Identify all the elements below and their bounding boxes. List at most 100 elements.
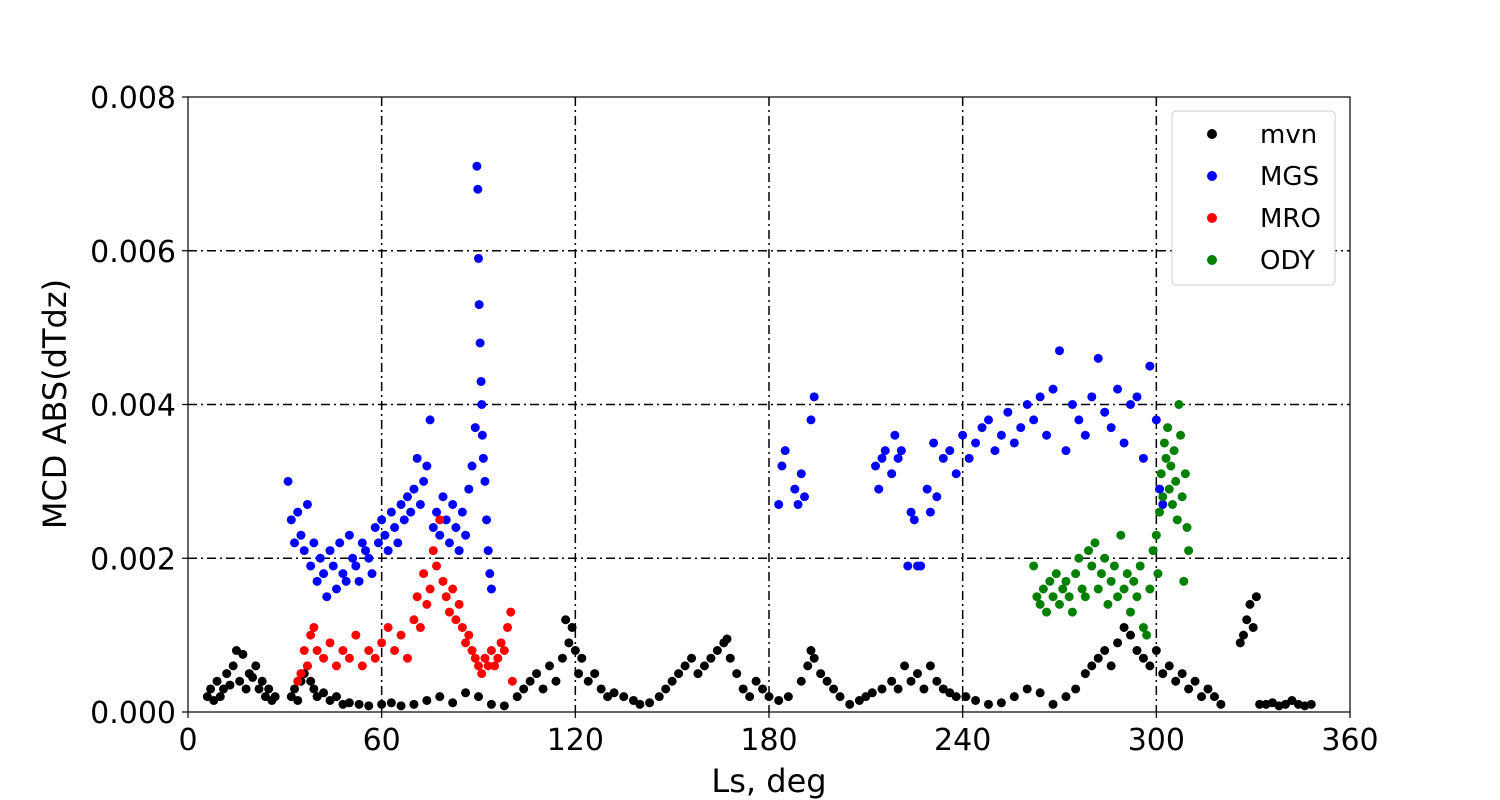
point-mgs — [1119, 438, 1129, 448]
y-tick-label: 0.004 — [90, 389, 176, 424]
point-mgs — [1022, 400, 1032, 409]
point-mro — [490, 661, 500, 671]
point-mvn — [545, 661, 555, 671]
point-mgs — [370, 523, 380, 532]
point-mgs — [331, 584, 341, 594]
point-mgs — [1158, 499, 1168, 509]
point-mvn — [574, 669, 584, 679]
point-ody — [1087, 561, 1097, 571]
legend-marker-mvn — [1207, 129, 1217, 139]
grid-lines — [188, 97, 1350, 712]
point-mgs — [380, 530, 390, 540]
point-mvn — [293, 695, 303, 705]
point-mgs — [425, 415, 435, 425]
point-mro — [351, 630, 361, 640]
point-mvn — [722, 634, 732, 644]
point-mro — [496, 638, 506, 648]
point-mgs — [964, 453, 974, 463]
point-mgs — [896, 446, 906, 456]
point-mvn — [1177, 669, 1187, 679]
point-mvn — [474, 692, 483, 702]
data-points — [202, 161, 1316, 711]
point-mvn — [1203, 684, 1213, 694]
x-tick-label: 60 — [363, 723, 401, 758]
point-ody — [1061, 576, 1071, 586]
point-mgs — [344, 530, 354, 540]
point-ody — [1074, 553, 1084, 563]
point-mvn — [764, 692, 774, 702]
point-mgs — [399, 515, 409, 525]
point-mro — [480, 653, 490, 663]
point-mgs — [319, 569, 329, 579]
point-mgs — [932, 492, 942, 502]
point-mgs — [457, 507, 467, 517]
point-mro — [448, 584, 458, 594]
point-mvn — [583, 676, 593, 686]
point-mgs — [315, 553, 325, 563]
point-ody — [1153, 569, 1163, 579]
x-tick-label: 240 — [934, 723, 991, 758]
point-mgs — [477, 430, 487, 440]
point-mvn — [1238, 630, 1248, 640]
point-mvn — [486, 699, 496, 709]
point-mgs — [1061, 446, 1071, 456]
point-mro — [506, 607, 516, 617]
point-mvn — [829, 684, 839, 694]
point-mvn — [241, 684, 251, 694]
point-mro — [364, 646, 374, 655]
point-mvn — [1093, 653, 1103, 663]
point-mgs — [432, 507, 442, 517]
point-ody — [1113, 592, 1123, 602]
point-mvn — [512, 692, 522, 702]
point-mvn — [532, 669, 542, 679]
point-ody — [1090, 538, 1100, 548]
point-mro — [474, 661, 483, 671]
point-mgs — [971, 438, 981, 448]
legend-marker-mgs — [1207, 171, 1217, 181]
point-ody — [1159, 438, 1169, 448]
point-mvn — [354, 699, 364, 709]
point-mvn — [396, 701, 406, 711]
point-ody — [1164, 484, 1174, 494]
point-mro — [419, 569, 429, 579]
point-mgs — [409, 484, 419, 494]
point-mvn — [806, 646, 816, 655]
point-mvn — [228, 661, 238, 671]
point-mvn — [1113, 638, 1123, 648]
point-mgs — [796, 469, 806, 479]
point-mgs — [977, 423, 987, 433]
point-mgs — [325, 546, 335, 556]
point-mgs — [480, 476, 490, 486]
point-ody — [1032, 592, 1042, 602]
point-mro — [319, 653, 329, 663]
point-mro — [499, 646, 509, 655]
point-mvn — [409, 699, 419, 709]
point-mvn — [745, 692, 755, 702]
point-mro — [470, 653, 480, 663]
point-mgs — [485, 569, 495, 579]
point-mro — [312, 646, 322, 655]
point-mvn — [900, 661, 910, 671]
series-mro — [293, 515, 517, 686]
point-mro — [383, 622, 393, 632]
point-mvn — [887, 676, 897, 686]
point-mvn — [661, 684, 671, 694]
point-mvn — [1158, 669, 1168, 679]
point-mro — [503, 622, 513, 632]
point-mgs — [774, 499, 784, 509]
point-mgs — [1151, 415, 1161, 425]
point-mvn — [1255, 699, 1265, 709]
point-mvn — [251, 661, 261, 671]
point-mvn — [461, 688, 471, 698]
point-mgs — [470, 423, 480, 433]
legend: mvn MGS MRO ODY — [1171, 110, 1336, 286]
point-mvn — [1164, 661, 1174, 671]
point-mro — [507, 676, 517, 686]
point-mvn — [212, 676, 222, 686]
point-mvn — [1197, 692, 1207, 702]
point-mgs — [296, 530, 306, 540]
point-mgs — [286, 515, 296, 525]
point-mvn — [270, 692, 280, 702]
point-mvn — [235, 676, 245, 686]
